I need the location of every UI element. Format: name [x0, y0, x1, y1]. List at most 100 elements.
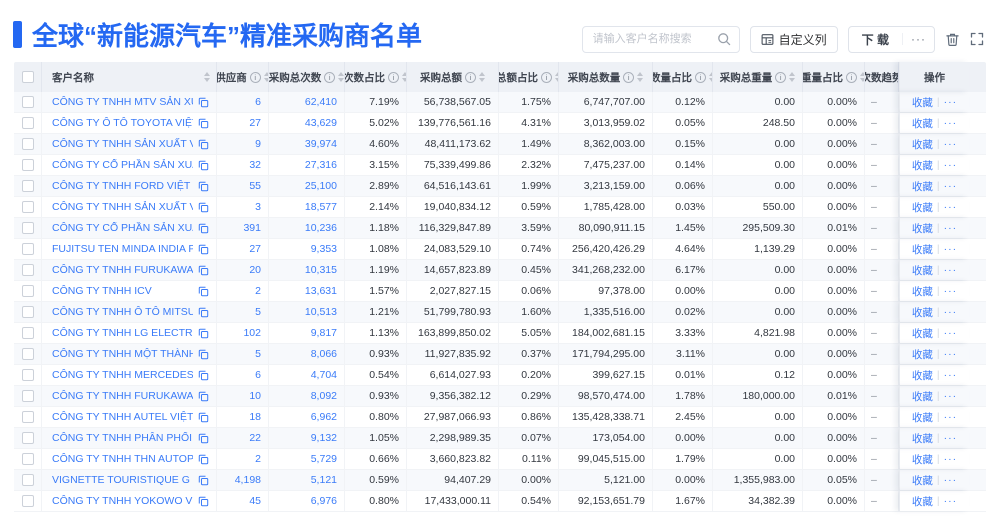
row-more-icon[interactable]: ··· [943, 348, 958, 360]
favorite-action[interactable]: 收藏 [911, 327, 933, 340]
copy-icon[interactable] [198, 475, 209, 486]
favorite-action[interactable]: 收藏 [911, 201, 933, 214]
sort-icon[interactable] [709, 72, 712, 82]
copy-icon[interactable] [198, 223, 209, 234]
info-icon[interactable]: i [846, 71, 857, 83]
copy-icon[interactable] [198, 454, 209, 465]
favorite-action[interactable]: 收藏 [911, 285, 933, 298]
column-header-qty_pct[interactable]: 数量占比 i [653, 62, 713, 92]
sort-icon[interactable] [204, 72, 210, 82]
search-icon[interactable] [717, 32, 731, 46]
column-header-times[interactable]: 采购总次数 i [269, 62, 345, 92]
info-icon[interactable]: i [695, 71, 706, 83]
sort-icon[interactable] [263, 72, 268, 82]
favorite-action[interactable]: 收藏 [911, 138, 933, 151]
row-checkbox[interactable] [21, 96, 34, 108]
favorite-action[interactable]: 收藏 [911, 180, 933, 193]
customer-name-link[interactable]: CÔNG TY TNHH FURUKAWA A... [52, 264, 193, 276]
customer-name-link[interactable]: CÔNG TY TNHH YOKOWO VIỆT... [52, 495, 193, 507]
favorite-action[interactable]: 收藏 [911, 159, 933, 172]
favorite-action[interactable]: 收藏 [911, 369, 933, 382]
search-input[interactable] [590, 32, 711, 46]
copy-icon[interactable] [198, 118, 209, 129]
info-icon[interactable]: i [623, 71, 635, 83]
copy-icon[interactable] [198, 412, 209, 423]
row-checkbox[interactable] [21, 306, 34, 318]
row-more-icon[interactable]: ··· [943, 453, 958, 465]
row-more-icon[interactable]: ··· [943, 159, 958, 171]
copy-icon[interactable] [198, 244, 209, 255]
row-checkbox[interactable] [21, 369, 34, 381]
copy-icon[interactable] [198, 370, 209, 381]
customer-name-link[interactable]: CÔNG TY TNHH MERCEDES-B... [52, 369, 193, 381]
copy-icon[interactable] [198, 496, 209, 507]
row-more-icon[interactable]: ··· [943, 495, 958, 507]
trash-icon[interactable] [945, 32, 960, 47]
copy-icon[interactable] [198, 265, 209, 276]
customer-name-link[interactable]: CÔNG TY TNHH MỘT THÀNH V... [52, 348, 193, 360]
download-button[interactable]: 下 载 [861, 32, 889, 47]
column-header-weight_pct[interactable]: 重量占比 i [803, 62, 865, 92]
row-checkbox[interactable] [21, 138, 34, 150]
row-checkbox[interactable] [21, 222, 34, 234]
copy-icon[interactable] [198, 349, 209, 360]
row-more-icon[interactable]: ··· [943, 180, 958, 192]
copy-icon[interactable] [198, 97, 209, 108]
favorite-action[interactable]: 收藏 [911, 474, 933, 487]
column-header-qty[interactable]: 采购总数量 i [559, 62, 653, 92]
customer-name-link[interactable]: CÔNG TY CỔ PHẦN SẢN XUẤT... [52, 222, 193, 234]
row-checkbox[interactable] [21, 411, 34, 423]
row-more-icon[interactable]: ··· [943, 264, 958, 276]
row-checkbox[interactable] [21, 474, 34, 486]
favorite-action[interactable]: 收藏 [911, 495, 933, 508]
sort-icon[interactable] [860, 72, 864, 82]
fullscreen-icon[interactable] [970, 32, 984, 46]
row-checkbox[interactable] [21, 180, 34, 192]
row-more-icon[interactable]: ··· [943, 96, 958, 108]
row-more-icon[interactable]: ··· [943, 117, 958, 129]
column-header-amount_pct[interactable]: 总额占比 i [499, 62, 559, 92]
customer-name-link[interactable]: FUJITSU TEN MINDA INDIA PVT... [52, 243, 193, 255]
copy-icon[interactable] [198, 307, 209, 318]
row-checkbox[interactable] [21, 159, 34, 171]
row-more-icon[interactable]: ··· [943, 306, 958, 318]
info-icon[interactable]: i [775, 71, 787, 83]
row-checkbox[interactable] [21, 348, 34, 360]
info-icon[interactable]: i [465, 71, 476, 83]
download-more-icon[interactable]: ··· [902, 33, 934, 45]
customer-name-link[interactable]: VIGNETTE TOURISTIQUE G UNI... [52, 474, 193, 486]
copy-icon[interactable] [198, 433, 209, 444]
column-header-weight[interactable]: 采购总重量 i [713, 62, 803, 92]
sort-icon[interactable] [555, 72, 558, 82]
info-icon[interactable]: i [388, 71, 399, 83]
row-more-icon[interactable]: ··· [943, 411, 958, 423]
sort-icon[interactable] [789, 72, 796, 82]
favorite-action[interactable]: 收藏 [911, 96, 933, 109]
favorite-action[interactable]: 收藏 [911, 117, 933, 130]
favorite-action[interactable]: 收藏 [911, 264, 933, 277]
sort-icon[interactable] [479, 72, 485, 82]
favorite-action[interactable]: 收藏 [911, 348, 933, 361]
customer-name-link[interactable]: CÔNG TY TNHH MTV SẢN XUẤ... [52, 96, 193, 108]
column-header-amount[interactable]: 采购总额 i [407, 62, 499, 92]
row-checkbox[interactable] [21, 453, 34, 465]
favorite-action[interactable]: 收藏 [911, 453, 933, 466]
select-all-checkbox[interactable] [21, 71, 34, 83]
row-more-icon[interactable]: ··· [943, 432, 958, 444]
customer-name-link[interactable]: CÔNG TY Ô TÔ TOYOTA VIỆT ... [52, 117, 193, 129]
copy-icon[interactable] [198, 139, 209, 150]
favorite-action[interactable]: 收藏 [911, 306, 933, 319]
customer-name-link[interactable]: CÔNG TY TNHH AUTEL VIỆT N... [52, 411, 193, 423]
row-more-icon[interactable]: ··· [943, 222, 958, 234]
customer-name-link[interactable]: CÔNG TY TNHH Ô TÔ MITSUBI... [52, 306, 193, 318]
sort-icon[interactable] [402, 72, 406, 82]
customer-name-link[interactable]: CÔNG TY TNHH LG ELECTRON... [52, 327, 193, 339]
row-more-icon[interactable]: ··· [943, 327, 958, 339]
customer-name-link[interactable]: CÔNG TY TNHH THN AUTOPAR... [52, 453, 193, 465]
row-checkbox[interactable] [21, 432, 34, 444]
customize-columns-button[interactable]: 自定义列 [749, 25, 838, 53]
customer-name-link[interactable]: CÔNG TY CỔ PHẦN SẢN XUẤT... [52, 159, 193, 171]
favorite-action[interactable]: 收藏 [911, 411, 933, 424]
row-checkbox[interactable] [21, 243, 34, 255]
copy-icon[interactable] [198, 286, 209, 297]
